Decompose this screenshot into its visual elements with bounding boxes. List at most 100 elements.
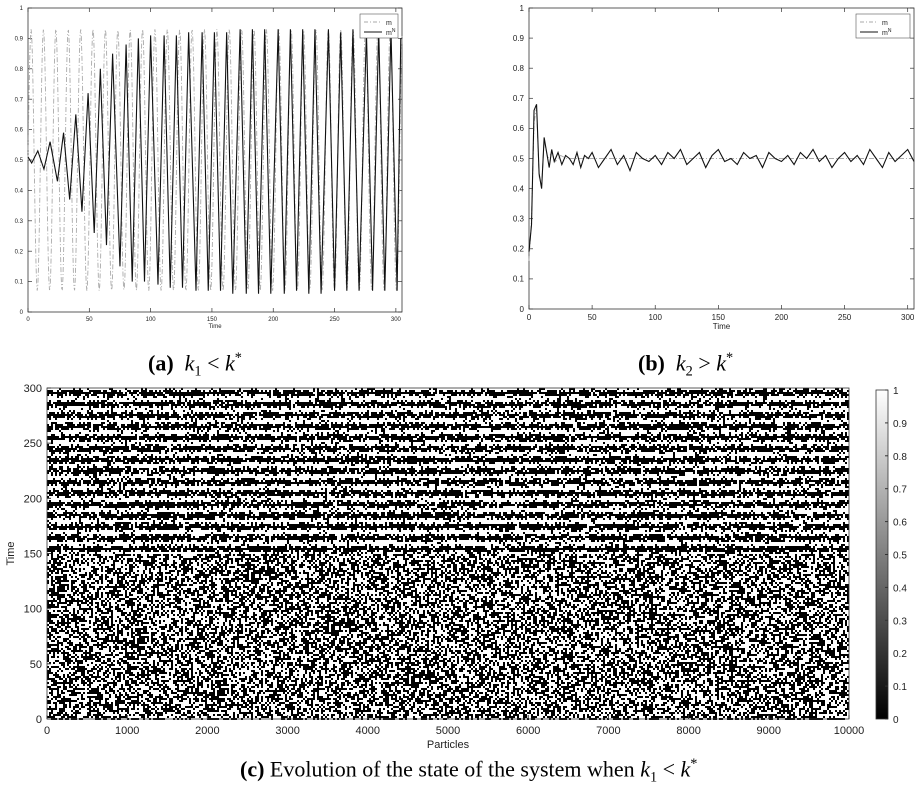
caption-b: (b) k2 > k* [638, 350, 733, 381]
caption-b-label: (b) [638, 350, 665, 376]
legend-entry-sup: N [392, 28, 396, 34]
y-tick-label: 0.8 [513, 64, 525, 73]
x-tick-label: 4000 [356, 725, 380, 737]
colorbar-tick-label: 0 [893, 715, 899, 726]
caption-b-k: k [675, 350, 686, 376]
legend-box [359, 13, 399, 39]
caption-a-rel: < [201, 350, 225, 376]
y-tick-label: 1 [20, 6, 24, 12]
y-tick-label: 50 [30, 659, 42, 671]
caption-b-sub: 2 [685, 363, 693, 380]
chart-b: 0 50 100 150 200 250 300 0 0.1 0.2 0.3 0.4 0.5 0.6 0.7… [513, 4, 915, 331]
y-tick-label: 0.2 [15, 249, 24, 255]
caption-a: (a) k1 < k* [148, 350, 242, 381]
x-tick-label: 300 [391, 317, 402, 323]
y-tick-label: 0.7 [513, 94, 525, 103]
colorbar-tick-label: 0.4 [893, 583, 907, 594]
y-tick-label: 0.9 [15, 37, 24, 43]
y-tick-label: 0.4 [15, 189, 24, 195]
y-tick-label: 100 [24, 604, 42, 616]
y-tick-label: 0.2 [513, 245, 525, 254]
caption-c-rhs: k [680, 756, 691, 782]
x-tick-label: 5000 [436, 725, 460, 737]
caption-c-rel: < [657, 756, 681, 782]
caption-c-text: Evolution of the state of the system whe… [264, 756, 641, 782]
series-line-mN [27, 29, 402, 294]
y-tick-label: 0.9 [513, 34, 525, 43]
x-tick-label: 9000 [757, 725, 781, 737]
legend-entry-sup: N [888, 28, 892, 34]
y-tick-label: 0.1 [513, 275, 525, 284]
caption-c-label: (c) [240, 756, 265, 782]
colorbar-tick-label: 1 [893, 386, 899, 397]
x-tick-label: 300 [901, 313, 915, 322]
x-tick-label: 250 [838, 313, 852, 322]
y-tick-label: 0.3 [15, 219, 24, 225]
chart-a: 0 50 100 150 200 250 300 0 0.1 0.2 0.3 0.4 0.5 0.6 0.7… [15, 6, 403, 330]
x-tick-label: 0 [26, 317, 30, 323]
y-tick-label: 0.5 [513, 154, 525, 163]
x-tick-label: 6000 [516, 725, 540, 737]
caption-a-rhs: k [225, 350, 235, 376]
chart-c: 0 1000 2000 3000 4000 5000 6000 7000 8000 9000 100… [5, 383, 907, 750]
y-tick-label: 200 [24, 493, 42, 505]
caption-c-k: k [640, 756, 650, 782]
colorbar-tick-label: 0.7 [893, 485, 907, 496]
x-tick-label: 200 [268, 317, 279, 323]
colorbar-tick-label: 0.1 [893, 682, 907, 693]
caption-b-sup: * [726, 350, 734, 366]
x-axis-label: Particles [427, 739, 470, 750]
y-tick-label: 0.5 [15, 158, 24, 164]
x-tick-label: 0 [527, 313, 532, 322]
x-tick-label: 2000 [195, 725, 219, 737]
legend-box [855, 13, 911, 39]
x-tick-label: 10000 [834, 725, 865, 737]
x-tick-label: 150 [712, 313, 726, 322]
caption-c-sub: 1 [649, 769, 658, 786]
y-tick-label: 0.4 [513, 184, 525, 193]
y-tick-label: 0.6 [513, 124, 525, 133]
caption-b-rhs: k [716, 350, 726, 376]
legend-entry: m [882, 20, 888, 27]
caption-c-sup: * [690, 756, 698, 772]
x-tick-label: 1000 [115, 725, 139, 737]
y-tick-label: 1 [520, 4, 525, 13]
x-tick-label: 7000 [596, 725, 620, 737]
caption-a-sup: * [234, 350, 242, 366]
y-tick-label: 300 [24, 383, 42, 395]
y-tick-label: 0.3 [513, 215, 525, 224]
y-tick-label: 0.8 [15, 67, 24, 73]
y-tick-label: 0 [36, 714, 42, 726]
y-tick-label: 0.1 [15, 280, 24, 286]
y-tick-label: 0.7 [15, 97, 24, 103]
x-tick-label: 0 [44, 725, 50, 737]
x-tick-label: 3000 [275, 725, 299, 737]
legend-entry: m [386, 20, 392, 27]
y-axis-label: Time [5, 541, 17, 565]
legend-entry: mN [882, 28, 892, 37]
x-tick-label: 100 [146, 317, 157, 323]
caption-a-sub: 1 [194, 363, 202, 380]
series-line-mN [528, 104, 915, 252]
y-tick-label: 0 [520, 305, 525, 314]
caption-c: (c) Evolution of the state of the system… [240, 756, 697, 787]
caption-b-rel: > [692, 350, 717, 376]
x-axis-label: Time [713, 322, 731, 331]
x-axis-label: Time [208, 324, 222, 330]
x-tick-label: 250 [330, 317, 341, 323]
y-tick-label: 150 [24, 549, 42, 561]
x-tick-label: 8000 [676, 725, 700, 737]
x-tick-label: 150 [207, 317, 218, 323]
colorbar-tick-label: 0.9 [893, 419, 907, 430]
x-tick-label: 100 [649, 313, 663, 322]
x-tick-label: 50 [588, 313, 597, 322]
y-tick-label: 250 [24, 438, 42, 450]
y-tick-label: 0 [20, 310, 24, 316]
x-tick-label: 200 [775, 313, 789, 322]
y-tick-label: 0.6 [15, 128, 24, 134]
x-tick-label: 50 [86, 317, 93, 323]
colorbar-tick-label: 0.2 [893, 649, 907, 660]
colorbar-tick-label: 0.3 [893, 616, 907, 627]
legend-entry: mN [386, 28, 396, 37]
colorbar-tick-label: 0.8 [893, 452, 907, 463]
